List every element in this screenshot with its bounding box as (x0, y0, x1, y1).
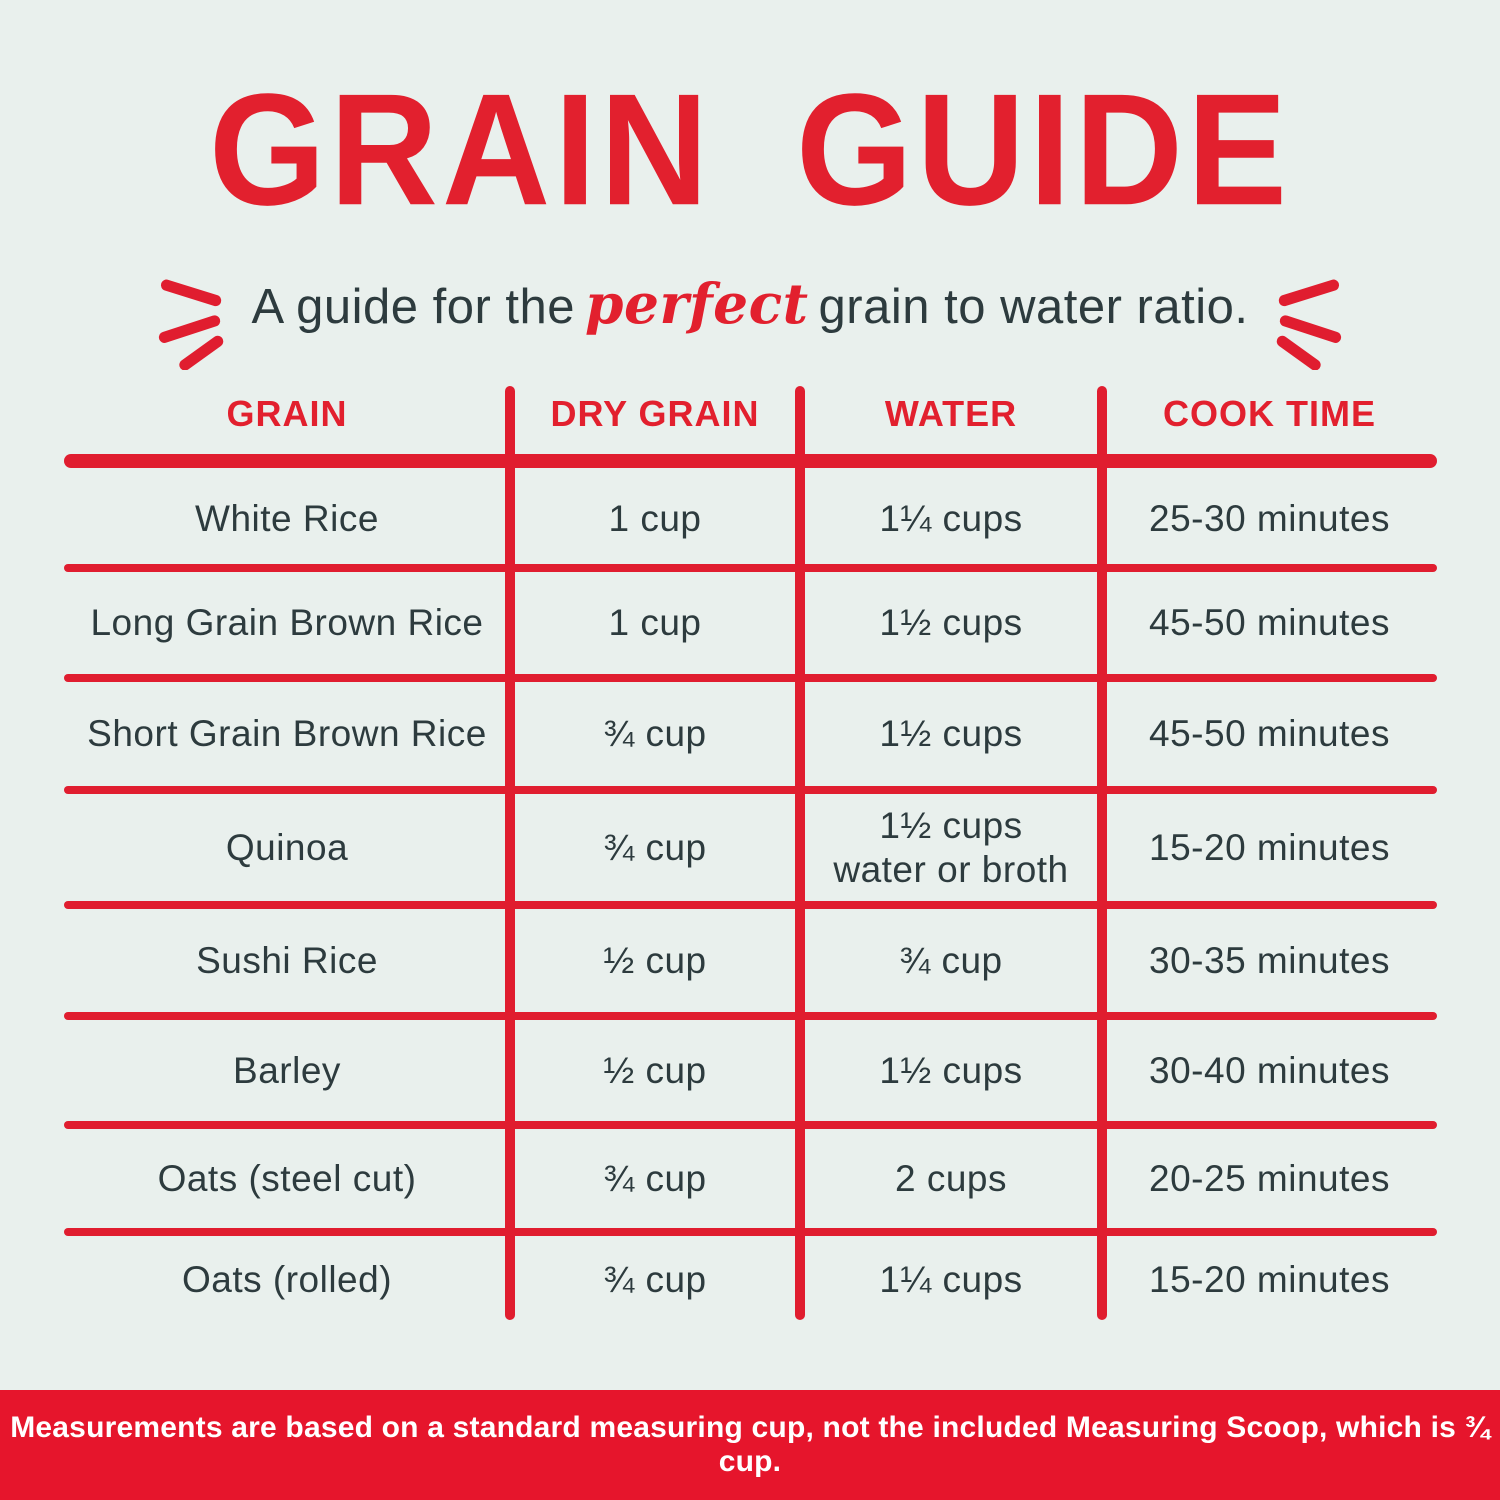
cook-time-cell: 15-20 minutes (1149, 1258, 1390, 1300)
row-divider (64, 1012, 1437, 1020)
cook-time-cell: 15-20 minutes (1149, 826, 1390, 868)
subtitle: A guide for the perfect grain to water rat… (0, 238, 1500, 370)
column-divider (1097, 386, 1107, 1320)
water-cell: 1¼ cups (879, 498, 1023, 540)
row-divider (64, 564, 1437, 572)
table-header-row: GRAIN DRY GRAIN WATER COOK TIME (64, 382, 1437, 446)
dry-grain-cell: 1 cup (608, 602, 702, 644)
row-divider (64, 1228, 1437, 1236)
dry-grain-cell: ¾ cup (603, 826, 707, 868)
dry-grain-cell: 1 cup (608, 498, 702, 540)
water-cell: 1½ cups (879, 713, 1023, 755)
grain-name-cell: Barley (233, 1049, 341, 1091)
subtitle-text: A guide for the perfect grain to water rat… (252, 271, 1249, 336)
row-divider (64, 786, 1437, 794)
dry-grain-cell: ¾ cup (603, 713, 707, 755)
column-divider (505, 386, 515, 1320)
grain-name-cell: White Rice (195, 498, 379, 540)
cook-time-cell: 45-50 minutes (1149, 713, 1390, 755)
water-cell: 1½ cups (879, 1049, 1023, 1091)
subtitle-suffix: grain to water ratio. (818, 279, 1249, 334)
water-cell: 2 cups (894, 1157, 1007, 1199)
cook-time-cell: 20-25 minutes (1149, 1157, 1390, 1199)
footer-band: Measurements are based on a standard mea… (0, 1390, 1500, 1500)
header-rule (64, 454, 1437, 468)
column-header-water: WATER (884, 393, 1018, 434)
cook-time-cell: 25-30 minutes (1149, 498, 1390, 540)
dry-grain-cell: ½ cup (603, 939, 707, 981)
burst-left-icon (158, 279, 223, 370)
grain-name-cell: Long Grain Brown Rice (90, 602, 484, 644)
grain-name-cell: Oats (rolled) (181, 1258, 393, 1300)
grain-name-cell: Oats (steel cut) (157, 1157, 417, 1199)
column-header-dry-grain: DRY GRAIN (550, 393, 760, 434)
water-cell: 1½ cups water or broth (833, 804, 1069, 890)
dry-grain-cell: ¾ cup (603, 1258, 707, 1300)
water-cell: 1½ cups (879, 602, 1023, 644)
row-divider (64, 901, 1437, 909)
cook-time-cell: 45-50 minutes (1149, 602, 1390, 644)
water-cell: 1¼ cups (879, 1258, 1023, 1300)
page-title: GRAIN GUIDE (208, 60, 1292, 239)
grain-name-cell: Sushi Rice (196, 939, 378, 981)
row-divider (64, 674, 1437, 682)
dry-grain-cell: ½ cup (603, 1049, 707, 1091)
row-divider (64, 1121, 1437, 1129)
burst-right-icon (1277, 279, 1342, 370)
cook-time-cell: 30-35 minutes (1149, 939, 1390, 981)
table-body: White Rice 1 cup 1¼ cups 25-30 minutes L… (64, 470, 1437, 1327)
subtitle-prefix: A guide for the (251, 279, 576, 334)
grain-name-cell: Short Grain Brown Rice (87, 713, 487, 755)
footer-note: Measurements are based on a standard mea… (10, 1411, 1490, 1478)
grain-name-cell: Quinoa (225, 826, 349, 868)
subtitle-highlight: perfect (585, 270, 809, 336)
dry-grain-cell: ¾ cup (603, 1157, 707, 1199)
column-divider (795, 386, 805, 1320)
water-cell: ¾ cup (899, 939, 1003, 981)
column-header-cook-time: COOK TIME (1163, 393, 1376, 434)
cook-time-cell: 30-40 minutes (1149, 1049, 1390, 1091)
column-header-grain: GRAIN (226, 393, 348, 434)
